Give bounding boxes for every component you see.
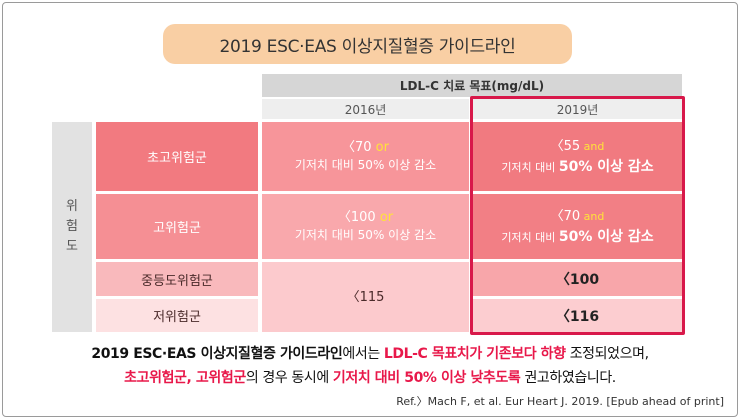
category-high-risk: 고위험군 (96, 194, 258, 259)
risk-level-label: 위 험 도 (52, 122, 92, 332)
target-reduction: 기저치 대비 50% 이상 감소 (294, 228, 437, 242)
or-connector: or (371, 140, 389, 155)
summary-guideline-name: 2019 ESC·EAS 이상지질혈증 가이드라인 (91, 346, 343, 362)
summary-text: 의 경우 동시에 (245, 370, 333, 386)
risk-label-char: 위 (66, 199, 78, 214)
and-connector: and (580, 209, 605, 223)
target-2019-very-high: 〈55 and 기저치 대비 50% 이상 감소 (473, 122, 682, 191)
target-2016-high: 〈100 or 기저치 대비 50% 이상 감소 (262, 194, 469, 259)
summary-line-1: 2019 ESC·EAS 이상지질혈증 가이드라인에서는 LDL-C 목표치가 … (0, 343, 740, 363)
summary-emphasis: 초고위험군, 고위험군 (124, 370, 246, 386)
header-year-2019: 2019년 (473, 99, 682, 119)
target-value: 〈70 (342, 140, 372, 155)
summary-text: 조정되었으며, (565, 346, 649, 362)
risk-label-char: 도 (66, 239, 78, 254)
target-value: 〈100 (337, 210, 376, 225)
risk-label-char: 험 (66, 219, 78, 234)
target-2019-moderate: 〈100 (473, 262, 682, 296)
reduction-emphasis: 50% 이상 감소 (558, 158, 654, 175)
target-reduction: 기저치 대비 50% 이상 감소 (294, 158, 437, 172)
highlight-2019-column (470, 96, 685, 335)
category-very-high-risk: 초고위험군 (96, 122, 258, 191)
reduction-prefix: 기저치 대비 (501, 160, 559, 174)
summary-line-2: 초고위험군, 고위험군의 경우 동시에 기저치 대비 50% 이상 낮추도록 권… (0, 367, 740, 387)
summary-text: 권고하였습니다. (520, 370, 616, 386)
summary-emphasis: LDL-C 목표치가 기존보다 하향 (383, 346, 566, 362)
reduction-emphasis: 50% 이상 감소 (558, 228, 654, 245)
target-2016-very-high: 〈70 or 기저치 대비 50% 이상 감소 (262, 122, 469, 191)
summary-emphasis: 기저치 대비 50% 이상 낮추도록 (332, 370, 521, 386)
category-low-risk: 저위험군 (96, 299, 258, 332)
header-ldl-target: LDL-C 치료 목표(mg/dL) (262, 74, 682, 97)
figure-title: 2019 ESC·EAS 이상지질혈증 가이드라인 (163, 24, 572, 64)
or-connector: or (375, 210, 394, 225)
target-value: 〈55 (550, 138, 581, 154)
reference-citation: Ref.〉Mach F, et al. Eur Heart J. 2019. [… (396, 395, 724, 408)
target-2019-low: 〈116 (473, 299, 682, 332)
target-2019-high: 〈70 and 기저치 대비 50% 이상 감소 (473, 194, 682, 259)
and-connector: and (580, 139, 605, 153)
target-value: 〈70 (550, 208, 581, 224)
header-year-2016: 2016년 (262, 99, 469, 119)
summary-text: 에서는 (342, 346, 384, 362)
reduction-prefix: 기저치 대비 (501, 230, 559, 244)
category-moderate-risk: 중등도위험군 (96, 262, 258, 296)
target-2016-moderate-low: 〈115 (262, 262, 469, 332)
